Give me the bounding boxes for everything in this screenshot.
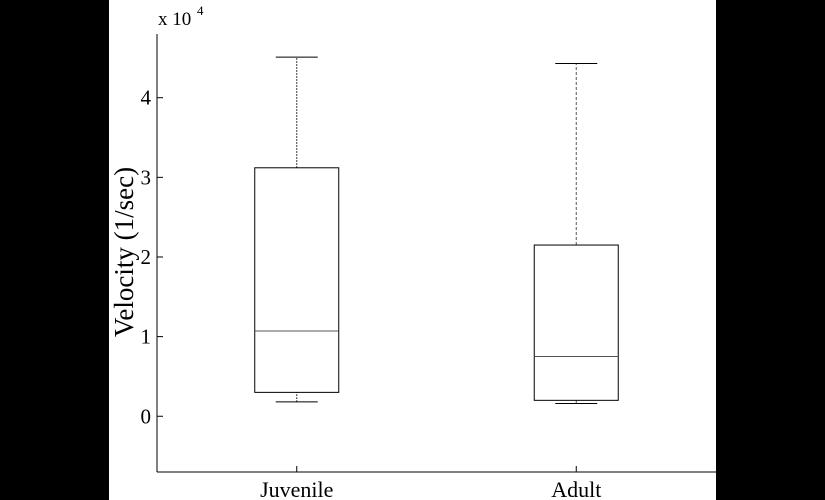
x-tick-label-adult: Adult — [551, 477, 601, 500]
figure-panel — [109, 0, 716, 500]
y-axis-multiplier-base: x 10 — [158, 9, 191, 30]
x-tick-label-juvenile: Juvenile — [260, 477, 333, 500]
y-axis-multiplier-exponent: 4 — [197, 3, 204, 18]
iqr-box — [533, 244, 619, 401]
box-juvenile — [254, 56, 340, 403]
iqr-box — [254, 167, 340, 393]
box-adult — [533, 62, 619, 405]
y-tick-label: 3 — [141, 165, 152, 189]
y-tick-label: 0 — [141, 404, 152, 428]
y-axis-label: Velocity (1/sec) — [109, 167, 139, 337]
box-layer — [254, 56, 619, 405]
y-tick-label: 1 — [141, 325, 152, 349]
y-tick-label: 4 — [141, 86, 152, 110]
y-axis-multiplier: x 10 4 — [158, 3, 204, 30]
y-tick-label: 2 — [141, 245, 152, 269]
axes-layer: 0 1 2 3 4 Juvenile Adult — [141, 34, 716, 500]
